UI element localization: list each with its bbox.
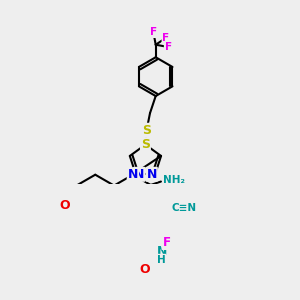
Text: F: F bbox=[150, 27, 157, 37]
Text: F: F bbox=[162, 33, 169, 43]
Text: O: O bbox=[140, 263, 150, 276]
Text: S: S bbox=[142, 124, 151, 137]
Text: N: N bbox=[134, 168, 144, 181]
Text: NH₂: NH₂ bbox=[163, 176, 185, 185]
Text: C≡N: C≡N bbox=[172, 203, 197, 213]
Text: N: N bbox=[146, 168, 157, 181]
Text: F: F bbox=[162, 236, 170, 249]
Text: S: S bbox=[141, 138, 150, 151]
Text: H: H bbox=[157, 255, 166, 265]
Text: F: F bbox=[165, 42, 172, 52]
Text: O: O bbox=[60, 199, 70, 212]
Text: N: N bbox=[157, 245, 167, 258]
Text: N: N bbox=[128, 168, 138, 181]
